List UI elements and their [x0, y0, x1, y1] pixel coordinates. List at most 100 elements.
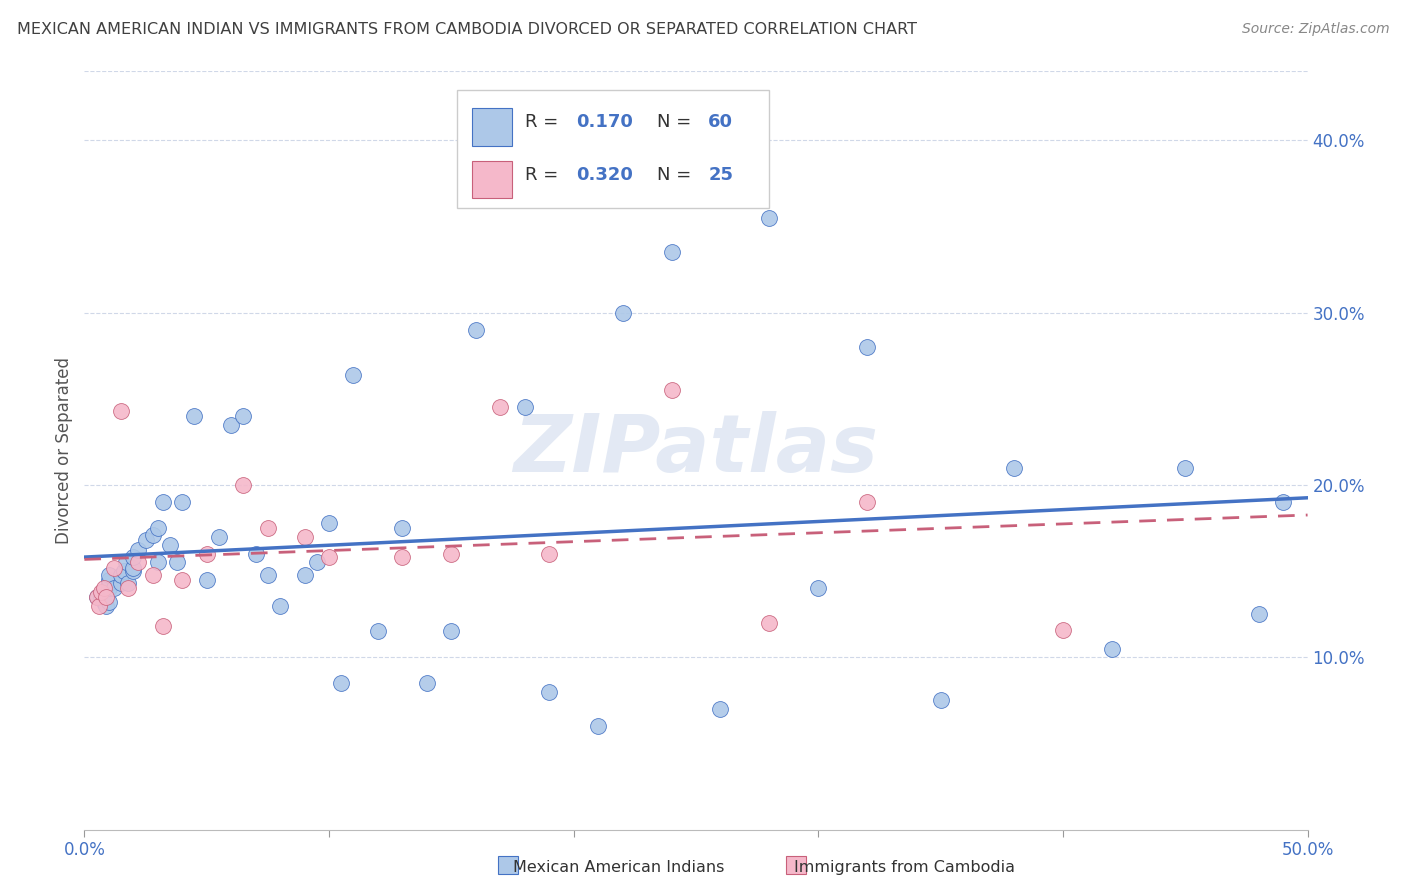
Point [1101, 641, 1123, 656]
Point [122, 564, 145, 578]
FancyBboxPatch shape [457, 90, 769, 208]
Point [269, 599, 291, 613]
Y-axis label: Divorced or Separated: Divorced or Separated [55, 357, 73, 544]
Point [90, 590, 112, 604]
Point [612, 305, 634, 319]
Bar [786, 856, 806, 874]
Point [305, 556, 328, 570]
Point [538, 547, 561, 561]
Point [294, 530, 316, 544]
Point [342, 368, 364, 382]
Point [586, 719, 609, 733]
Point [416, 676, 439, 690]
Point [219, 417, 242, 432]
Point [1002, 460, 1025, 475]
Point [856, 495, 879, 509]
Point [117, 582, 139, 596]
Point [159, 538, 181, 552]
Point [97, 567, 120, 582]
Point [195, 573, 218, 587]
Bar [498, 856, 517, 874]
Point [538, 684, 561, 698]
Point [661, 383, 683, 397]
Point [440, 547, 463, 561]
Point [110, 567, 132, 582]
Point [97, 595, 120, 609]
Point [96, 599, 118, 613]
Text: 0.320: 0.320 [576, 166, 633, 184]
Point [146, 556, 169, 570]
Point [257, 521, 280, 535]
Point [87, 599, 110, 613]
Text: Source: ZipAtlas.com: Source: ZipAtlas.com [1241, 22, 1389, 37]
Point [117, 576, 139, 591]
Point [90, 584, 112, 599]
Text: R =: R = [524, 166, 564, 184]
Bar [472, 161, 513, 198]
Point [166, 556, 188, 570]
Point [127, 556, 149, 570]
Point [152, 619, 174, 633]
Point [391, 521, 413, 535]
Point [97, 582, 120, 596]
Point [142, 528, 165, 542]
Point [122, 550, 145, 565]
Point [183, 409, 205, 423]
Point [103, 582, 125, 596]
Point [232, 478, 254, 492]
Point [294, 567, 316, 582]
Text: 25: 25 [709, 166, 733, 184]
Point [97, 573, 120, 587]
Point [93, 595, 115, 609]
Point [807, 582, 830, 596]
Point [367, 624, 389, 639]
Point [152, 495, 174, 509]
Point [135, 533, 157, 547]
Point [103, 560, 125, 574]
Text: 0.170: 0.170 [576, 113, 633, 131]
Point [513, 401, 536, 415]
Point [142, 567, 165, 582]
Point [661, 245, 683, 260]
Point [1052, 623, 1074, 637]
Point [232, 409, 254, 423]
Point [93, 582, 115, 596]
Point [709, 702, 731, 716]
Point [391, 550, 413, 565]
Text: R =: R = [524, 113, 564, 131]
Point [146, 521, 169, 535]
Point [86, 590, 108, 604]
Point [257, 567, 280, 582]
Point [96, 590, 118, 604]
Point [127, 543, 149, 558]
Point [758, 615, 780, 630]
Point [318, 550, 340, 565]
Point [208, 530, 231, 544]
Point [172, 573, 194, 587]
Text: 60: 60 [709, 113, 733, 131]
Point [195, 547, 218, 561]
Point [330, 676, 353, 690]
Point [112, 564, 135, 578]
Point [440, 624, 463, 639]
Text: ZIPatlas: ZIPatlas [513, 411, 879, 490]
Point [464, 323, 486, 337]
Point [115, 556, 138, 570]
Text: Mexican American Indians: Mexican American Indians [513, 860, 724, 874]
Point [758, 211, 780, 225]
Point [856, 340, 879, 354]
Text: N =: N = [657, 113, 697, 131]
Point [1247, 607, 1270, 622]
Point [245, 547, 267, 561]
Point [172, 495, 194, 509]
Point [929, 693, 952, 707]
Point [1272, 495, 1295, 509]
Bar [472, 108, 513, 145]
Point [97, 576, 120, 591]
Point [1174, 460, 1197, 475]
Point [110, 404, 132, 418]
Point [110, 576, 132, 591]
Point [86, 590, 108, 604]
Point [122, 560, 145, 574]
Text: Immigrants from Cambodia: Immigrants from Cambodia [794, 860, 1015, 874]
